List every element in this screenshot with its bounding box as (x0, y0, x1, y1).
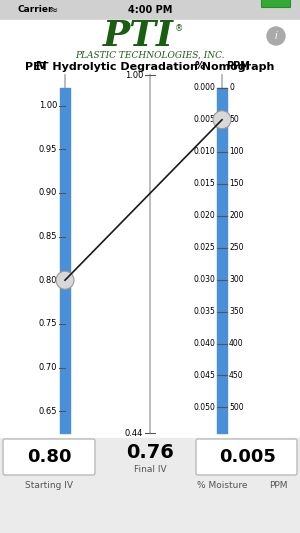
Text: 4:00 PM: 4:00 PM (128, 5, 172, 15)
Text: 0.80: 0.80 (38, 276, 57, 285)
Text: 0.020: 0.020 (193, 211, 215, 220)
Text: 0.005: 0.005 (193, 115, 215, 124)
Text: 0.65: 0.65 (38, 407, 57, 416)
Circle shape (56, 271, 74, 289)
Text: ®: ® (175, 25, 183, 34)
Text: PET Hydrolytic Degradation Nomograph: PET Hydrolytic Degradation Nomograph (25, 62, 275, 72)
Text: 0.76: 0.76 (126, 443, 174, 463)
Text: 0.44: 0.44 (124, 429, 143, 438)
Text: Final IV: Final IV (134, 464, 166, 473)
Text: 200: 200 (229, 211, 244, 220)
Text: 0.90: 0.90 (39, 188, 57, 197)
Text: Starting IV: Starting IV (25, 481, 73, 489)
Text: i: i (274, 31, 278, 41)
FancyBboxPatch shape (196, 439, 297, 475)
Text: IV: IV (35, 61, 46, 71)
Circle shape (213, 111, 231, 129)
Text: 0.005: 0.005 (220, 448, 276, 466)
FancyBboxPatch shape (262, 0, 290, 7)
Text: %: % (194, 61, 204, 71)
Text: PPM: PPM (226, 61, 250, 71)
Text: 0.000: 0.000 (193, 83, 215, 92)
Text: ≈: ≈ (50, 5, 58, 15)
Text: 250: 250 (229, 243, 244, 252)
Text: 0.70: 0.70 (38, 363, 57, 372)
Text: 0: 0 (229, 83, 234, 92)
Text: 0.75: 0.75 (38, 319, 57, 328)
Text: 0.045: 0.045 (193, 371, 215, 380)
Text: 0.015: 0.015 (193, 179, 215, 188)
Text: 50: 50 (229, 115, 239, 124)
Text: 1.00: 1.00 (39, 101, 57, 110)
Text: 0.040: 0.040 (193, 339, 215, 348)
Text: 150: 150 (229, 179, 244, 188)
Text: Carrier: Carrier (18, 5, 53, 14)
Text: 0.035: 0.035 (193, 307, 215, 316)
Text: PLASTIC TECHNOLOGIES, INC.: PLASTIC TECHNOLOGIES, INC. (75, 51, 225, 60)
Text: 0.030: 0.030 (193, 275, 215, 284)
Text: 1.00: 1.00 (124, 70, 143, 79)
Text: 0.80: 0.80 (27, 448, 71, 466)
Text: PTI: PTI (103, 19, 173, 53)
Text: 0.025: 0.025 (193, 243, 215, 252)
Text: 450: 450 (229, 371, 244, 380)
Text: PPM: PPM (269, 481, 287, 489)
Text: 0.85: 0.85 (38, 232, 57, 241)
Text: 100: 100 (229, 147, 244, 156)
Text: % Moisture: % Moisture (197, 481, 247, 489)
Text: 500: 500 (229, 403, 244, 412)
Text: 300: 300 (229, 275, 244, 284)
Text: 0.95: 0.95 (39, 145, 57, 154)
Text: 400: 400 (229, 339, 244, 348)
FancyBboxPatch shape (3, 439, 95, 475)
Circle shape (267, 27, 285, 45)
Text: 0.050: 0.050 (193, 403, 215, 412)
Text: 350: 350 (229, 307, 244, 316)
Text: 0.010: 0.010 (193, 147, 215, 156)
